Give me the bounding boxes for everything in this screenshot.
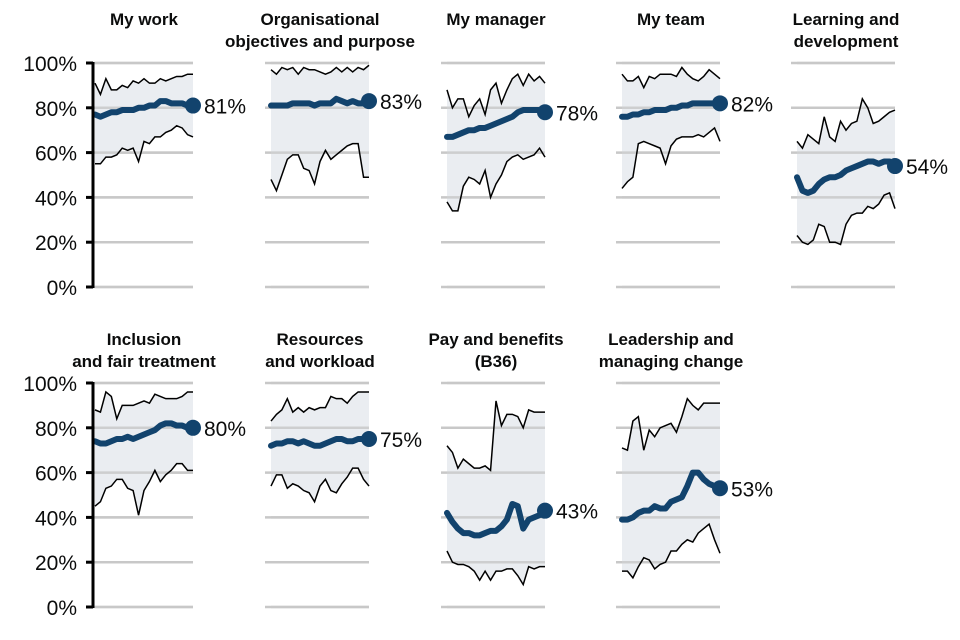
end-point-marker bbox=[185, 419, 201, 436]
panel-title: (B36) bbox=[475, 352, 518, 371]
panel-title: Pay and benefits bbox=[428, 330, 563, 349]
max-line bbox=[270, 391, 369, 422]
end-point-marker bbox=[712, 480, 728, 497]
y-tick-label: 60% bbox=[35, 143, 77, 166]
median-line bbox=[444, 500, 548, 539]
max-line bbox=[621, 397, 720, 452]
range-band bbox=[622, 398, 720, 578]
y-tick-label: 40% bbox=[35, 507, 77, 530]
min-line bbox=[94, 462, 193, 516]
panel-title: Inclusion bbox=[107, 330, 182, 349]
max-line bbox=[94, 390, 193, 422]
y-tick-label: 40% bbox=[35, 187, 77, 210]
min-line bbox=[621, 126, 721, 189]
end-point-marker bbox=[537, 502, 553, 519]
end-value-label: 80% bbox=[204, 418, 246, 441]
panel-title: My manager bbox=[446, 10, 546, 29]
y-tick-label: 80% bbox=[35, 98, 77, 121]
max-line bbox=[270, 64, 370, 76]
median-line bbox=[619, 100, 723, 120]
min-line bbox=[622, 522, 721, 580]
min-line bbox=[270, 467, 370, 504]
median-line bbox=[794, 158, 898, 196]
panel-title: and fair treatment bbox=[72, 352, 216, 371]
max-line bbox=[621, 66, 721, 90]
end-value-label: 54% bbox=[906, 156, 948, 179]
median-line bbox=[268, 436, 372, 449]
end-point-marker bbox=[361, 93, 377, 110]
panel-title: Learning and bbox=[793, 10, 900, 29]
end-value-label: 78% bbox=[556, 102, 598, 125]
y-tick-label: 80% bbox=[35, 418, 77, 441]
y-tick-label: 100% bbox=[23, 373, 77, 396]
y-tick-label: 60% bbox=[35, 463, 77, 486]
median-line bbox=[444, 107, 548, 140]
min-line bbox=[270, 142, 369, 193]
end-point-marker bbox=[361, 431, 377, 447]
y-tick-label: 20% bbox=[35, 552, 77, 575]
end-value-label: 53% bbox=[731, 478, 773, 501]
max-line bbox=[94, 73, 193, 97]
end-value-label: 43% bbox=[556, 501, 598, 524]
end-value-label: 83% bbox=[380, 91, 422, 114]
range-band bbox=[447, 400, 545, 585]
range-band bbox=[271, 65, 369, 191]
end-value-label: 81% bbox=[204, 96, 246, 119]
end-point-marker bbox=[887, 158, 903, 175]
min-line bbox=[95, 124, 194, 165]
panel-title: managing change bbox=[599, 352, 744, 371]
end-point-marker bbox=[537, 104, 553, 121]
range-band bbox=[622, 67, 720, 189]
max-line bbox=[796, 96, 896, 150]
y-tick-label: 0% bbox=[47, 597, 77, 620]
median-line bbox=[92, 420, 196, 447]
y-tick-label: 0% bbox=[47, 277, 77, 300]
end-point-marker bbox=[712, 95, 728, 112]
panel-title: My team bbox=[637, 10, 705, 29]
end-point-marker bbox=[185, 97, 201, 114]
max-line bbox=[446, 400, 545, 472]
range-band bbox=[95, 74, 193, 164]
panel-title: My work bbox=[110, 10, 179, 29]
median-line bbox=[268, 95, 372, 109]
min-line bbox=[796, 191, 896, 246]
panel-title: Organisational bbox=[260, 10, 379, 29]
end-value-label: 82% bbox=[731, 93, 773, 116]
panel-title: Resources bbox=[277, 330, 364, 349]
min-line bbox=[446, 550, 545, 587]
min-line bbox=[446, 146, 546, 212]
range-band bbox=[95, 391, 193, 516]
panel-title: Leadership and bbox=[608, 330, 734, 349]
y-tick-label: 100% bbox=[23, 53, 77, 76]
max-line bbox=[446, 72, 546, 119]
panel-title: development bbox=[794, 32, 899, 51]
median-line bbox=[619, 469, 723, 523]
median-line bbox=[92, 98, 196, 120]
panel-title: objectives and purpose bbox=[225, 32, 415, 51]
panel-title: and workload bbox=[265, 352, 375, 371]
end-value-label: 75% bbox=[380, 429, 422, 452]
y-tick-label: 20% bbox=[35, 232, 77, 255]
